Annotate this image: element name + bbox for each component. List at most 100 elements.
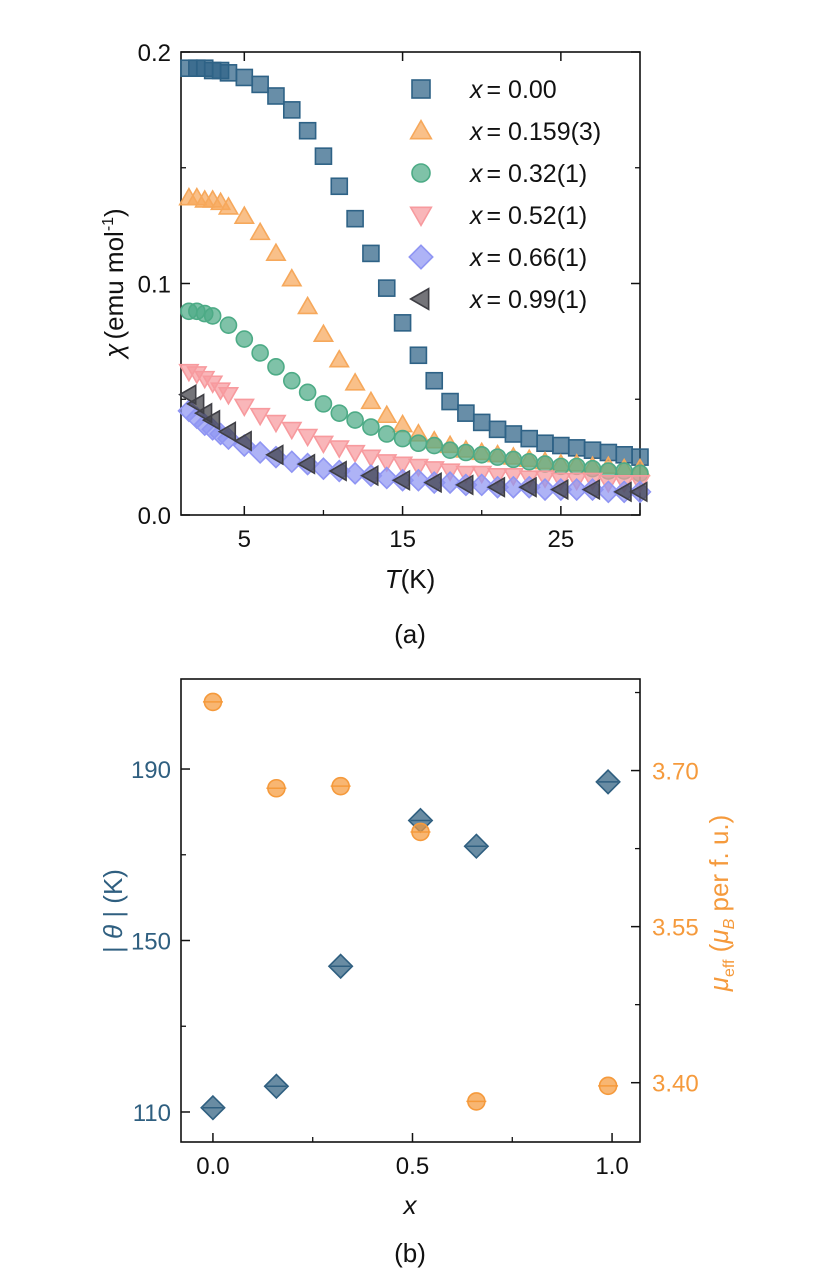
data-point <box>296 453 316 475</box>
data-point <box>376 404 398 424</box>
legend-label: x = 0.99(1) <box>469 286 587 314</box>
data-point <box>328 460 347 482</box>
panel-a-y-axis-label: χ(emu mol-1) <box>99 208 129 359</box>
y-right-tick-label: 3.55 <box>652 915 699 942</box>
legend-label: x = 0.32(1) <box>469 160 587 188</box>
data-point <box>376 454 398 473</box>
data-point <box>581 478 601 501</box>
data-point <box>297 295 319 315</box>
legend-marker <box>409 287 430 311</box>
y-left-tick-label: 110 <box>133 1100 171 1127</box>
data-point <box>249 407 271 427</box>
data-point <box>441 392 459 411</box>
data-point <box>298 121 317 140</box>
data-point <box>280 450 304 474</box>
data-point <box>552 457 570 476</box>
data-point <box>346 209 364 228</box>
data-point <box>504 425 523 443</box>
data-point <box>314 147 333 165</box>
data-point <box>265 444 284 466</box>
data-point <box>470 473 494 497</box>
data-point <box>362 418 380 436</box>
data-point <box>393 314 412 332</box>
panel-a-x-axis-label: T(K) <box>385 564 436 594</box>
y-right-tick-label: 3.40 <box>652 1071 699 1098</box>
data-point <box>328 440 350 459</box>
data-point <box>282 371 301 390</box>
panel-b-left-axis-label: | θ | (K) <box>98 869 128 953</box>
data-point <box>457 404 475 422</box>
y-left-tick-label: 190 <box>131 757 171 784</box>
data-point <box>596 480 620 504</box>
data-point <box>392 413 414 433</box>
data-point <box>425 371 444 390</box>
data-point <box>377 279 396 297</box>
x-tick-label: 1.0 <box>595 1153 628 1180</box>
data-point <box>377 425 396 443</box>
legend-label: x = 0.159(3) <box>469 118 601 146</box>
data-point <box>314 395 333 413</box>
data-point <box>265 414 287 434</box>
data-point <box>217 196 240 215</box>
data-point <box>463 833 490 860</box>
x-tick-label: 0.5 <box>396 1153 429 1180</box>
legend-marker <box>409 206 433 227</box>
data-point <box>409 346 428 365</box>
legend-marker <box>411 79 431 99</box>
panel-b-theta-mu-vs-x: 0.0 0.5 1.0 110 150 190 3.40 3.55 3.70 x | θ | (… <box>98 678 738 1268</box>
legend-label: x = 0.00 <box>469 76 557 104</box>
data-point <box>233 205 255 224</box>
data-point <box>344 372 366 391</box>
panel-b-data-markers <box>200 692 621 1121</box>
data-point <box>393 429 412 448</box>
x-tick-label: 5 <box>238 526 251 553</box>
data-point <box>520 452 539 471</box>
data-point <box>344 444 366 464</box>
data-point <box>392 456 414 475</box>
data-point <box>457 443 475 462</box>
data-point <box>219 316 238 334</box>
data-point <box>360 390 382 410</box>
data-point <box>441 441 459 459</box>
data-point <box>330 404 349 422</box>
data-point <box>438 471 462 495</box>
data-point <box>536 434 554 453</box>
data-point <box>267 778 286 798</box>
data-point <box>200 1094 226 1121</box>
data-point <box>488 448 507 466</box>
data-point <box>281 421 303 441</box>
data-point <box>233 430 252 452</box>
data-point <box>201 409 221 431</box>
data-point <box>282 101 301 119</box>
data-point <box>595 769 621 795</box>
data-point <box>467 1092 486 1111</box>
data-point <box>360 449 382 468</box>
data-point <box>565 478 589 502</box>
panel-b-plot-frame <box>180 678 641 1143</box>
data-point <box>375 466 399 490</box>
data-point <box>265 242 287 262</box>
legend-marker <box>409 119 433 140</box>
data-point <box>346 411 364 429</box>
data-point <box>501 475 525 499</box>
data-point <box>251 344 269 362</box>
x-tick-label: 0.0 <box>196 1153 229 1180</box>
data-point <box>488 420 507 439</box>
panel-a-chi-vs-temperature: 5 15 25 0.0 0.1 0.2 x = 0.00 x = 0.159(3) x = 0.32… <box>99 40 652 649</box>
data-point <box>518 476 537 498</box>
data-point <box>536 455 554 473</box>
data-point <box>186 393 205 415</box>
data-point <box>362 244 380 263</box>
data-point <box>425 436 444 455</box>
data-point <box>251 75 269 94</box>
data-point <box>343 461 367 485</box>
data-point <box>235 68 254 87</box>
data-point <box>298 383 317 402</box>
data-point <box>504 450 523 469</box>
data-point <box>406 468 430 492</box>
data-point <box>629 481 648 503</box>
data-point <box>520 429 539 448</box>
data-point <box>409 434 428 453</box>
data-point <box>391 469 411 491</box>
